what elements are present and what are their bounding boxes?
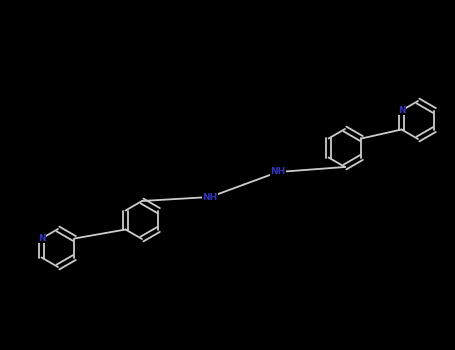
Text: NH: NH — [202, 193, 217, 202]
Text: N: N — [38, 234, 46, 243]
Text: N: N — [398, 106, 405, 115]
Text: NH: NH — [270, 168, 286, 176]
